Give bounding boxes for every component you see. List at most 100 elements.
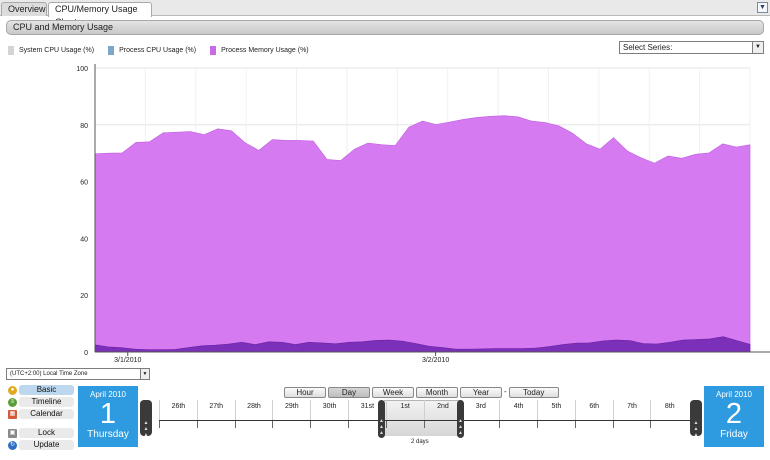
timeline-day[interactable]: 26th [159,400,197,420]
period-separator: - [504,387,507,396]
menu-label: Calendar [19,409,74,419]
menu-item-calendar[interactable]: ▦ Calendar [6,409,74,420]
process-cpu-area [94,336,751,353]
timeline-day[interactable]: 29th [272,400,310,420]
legend-label: System CPU Usage (%) [19,46,95,54]
timeline-tick [423,420,425,428]
menu-label: Lock [19,428,74,438]
side-menu: ● Basic ≡ Timeline ▦ Calendar ▣ Lock ↻ U… [6,385,74,452]
calendar-icon: ▦ [8,410,17,419]
chart-legend: System CPU Usage (%) Process CPU Usage (… [8,44,323,56]
timeline-day[interactable]: 31st [348,400,386,420]
period-buttons: Hour Day Week Month Year - Today [284,387,561,399]
start-date-box[interactable]: April 2010 1 Thursday [78,386,138,447]
globe-icon: ● [8,386,17,395]
menu-label: Timeline [19,397,74,407]
refresh-icon: ↻ [8,441,17,450]
chevron-down-icon[interactable]: ▼ [140,369,149,379]
timeline-tick [234,420,236,428]
end-date-box[interactable]: April 2010 2 Friday [704,386,764,447]
legend-swatch [210,45,217,55]
y-tick-label: 0 [84,350,88,357]
section-title: CPU and Memory Usage [13,22,114,32]
series-select-value: Select Series: [623,43,673,52]
timeline-day[interactable]: 28th [234,400,273,420]
today-button[interactable]: Today [508,387,559,398]
end-date-month: April 2010 [715,390,753,399]
y-tick-label: 60 [80,180,88,187]
timeline-day[interactable]: 5th [537,400,575,420]
y-tick-label: 100 [76,66,88,73]
timeline-tick [650,420,652,428]
y-tick-label: 40 [80,236,88,243]
menu-item-lock[interactable]: ▣ Lock [6,428,74,439]
timeline-tick [348,420,349,428]
timeline-left-scroll-handle[interactable]: ▲▲▲ [140,400,152,438]
timeline-tick [574,420,576,428]
selection-right-handle[interactable]: ▲▲▲ [457,400,464,438]
timeline-tick [272,420,274,428]
y-tick-label: 20 [80,293,88,300]
legend-item-process-memory[interactable]: Process Memory Usage (%) [210,45,309,55]
series-select[interactable]: Select Series: ▼ [619,41,764,54]
chevron-down-icon[interactable]: ▼ [757,2,768,13]
x-tick-label: 3/1/2010 [114,357,141,364]
timeline-tick [310,420,312,428]
timeline-tick [537,420,538,428]
chart-axes: 0 20 40 60 80 100 3/1/2010 3/2/2010 [76,64,770,364]
timeline-selection-label: 2 days [411,439,429,445]
start-date-month: April 2010 [89,390,127,399]
timeline-day[interactable]: 30th [310,400,348,420]
tab-cpu-memory-usage-chart[interactable]: CPU/Memory Usage Chart [48,2,152,27]
legend-swatch [108,45,115,55]
selection-left-handle[interactable]: ▲▲▲ [378,400,385,438]
period-day-button[interactable]: Day [328,387,370,398]
x-tick-label: 3/2/2010 [422,357,449,364]
timeline-tick [196,420,198,428]
tab-overview[interactable]: Overview [1,2,47,16]
timeline-day[interactable]: 7th [612,400,651,420]
timeline-day[interactable]: 1st [385,400,424,420]
end-date-day: 2 [725,398,743,430]
timezone-select[interactable]: (UTC+2:00) Local Time Zone ▼ [6,368,150,380]
menu-item-basic[interactable]: ● Basic [6,385,74,396]
timeline-day[interactable]: 8th [650,400,688,420]
timeline-tick [612,420,614,428]
menu-label: Update [19,440,74,450]
period-hour-button[interactable]: Hour [284,387,326,398]
menu-item-timeline[interactable]: ≡ Timeline [6,397,74,408]
legend-label: Process Memory Usage (%) [221,46,309,54]
legend-item-system-cpu[interactable]: System CPU Usage (%) [8,45,95,55]
timeline-tick [499,420,501,428]
timeline-right-scroll-handle[interactable]: ▲▲▲ [690,400,702,438]
usage-chart: 0 20 40 60 80 100 3/1/2010 3/2/2010 [76,64,770,364]
timeline-day[interactable]: 6th [574,400,613,420]
period-week-button[interactable]: Week [372,387,414,398]
timeline-icon: ≡ [8,398,17,407]
period-month-button[interactable]: Month [416,387,458,398]
section-header: CPU and Memory Usage [6,20,764,35]
menu-item-update[interactable]: ↻ Update [6,440,74,451]
timeline-day[interactable]: 2nd [423,400,462,420]
timeline-axis-line [159,420,690,421]
chevron-down-icon[interactable]: ▼ [752,42,763,53]
period-year-button[interactable]: Year [460,387,502,398]
legend-swatch [8,45,14,55]
start-date-weekday: Thursday [87,429,129,440]
tab-bar: Overview CPU/Memory Usage Chart ▼ [0,0,770,27]
y-tick-label: 80 [80,123,88,130]
timeline-day[interactable]: 3rd [461,400,499,420]
start-date-day: 1 [99,398,117,430]
timeline-day[interactable]: 27th [196,400,235,420]
timeline[interactable]: 26th 27th 28th 29th 30th 31st 1st 2nd 3rd 4th 5th 6… [159,400,690,445]
legend-item-process-cpu[interactable]: Process CPU Usage (%) [108,45,196,55]
timezone-value: (UTC+2:00) Local Time Zone [10,371,88,377]
memory-usage-area [94,115,751,353]
menu-label: Basic [19,385,74,395]
timeline-selection[interactable] [384,400,460,436]
timeline-day[interactable]: 4th [499,400,537,420]
chart-areas [94,115,751,353]
end-date-weekday: Friday [720,429,748,440]
lock-icon: ▣ [8,429,17,438]
timeline-tick [385,420,387,428]
